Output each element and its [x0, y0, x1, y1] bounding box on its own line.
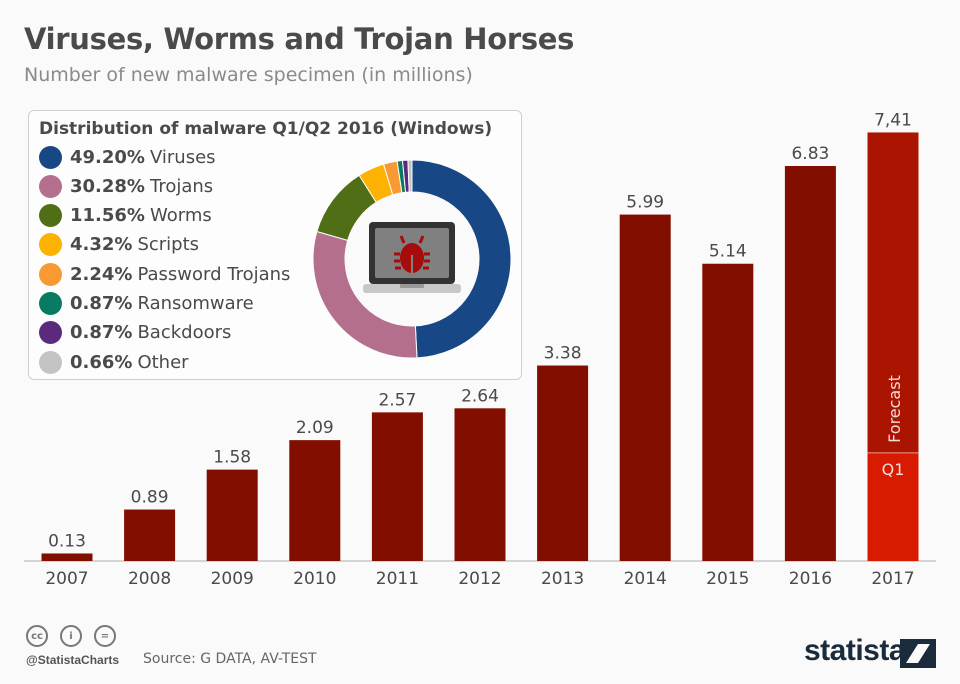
legend-pct: 49.20% [70, 146, 145, 168]
value-label-2014: 5.99 [626, 193, 664, 213]
statista-logo-mark [900, 639, 936, 668]
bar-2015 [702, 263, 754, 561]
tick-label-2015: 2015 [706, 569, 749, 589]
distribution-legend-box: Distribution of malware Q1/Q2 2016 (Wind… [28, 110, 522, 380]
tick-label-2011: 2011 [376, 569, 419, 589]
legend-pct: 11.56% [70, 205, 145, 227]
legend-pct: 4.32% [70, 234, 133, 256]
value-label-2015: 5.14 [709, 242, 747, 262]
bar-2012 [454, 408, 506, 561]
value-label-2010: 2.09 [296, 418, 334, 438]
legend-item-ransomware: 0.87% Ransomware [39, 292, 254, 316]
cc-icon: cc [26, 625, 48, 647]
legend-swatch [39, 292, 62, 315]
bar-2008 [124, 509, 176, 561]
value-label-2011: 2.57 [378, 390, 416, 410]
legend-swatch [39, 262, 62, 286]
tick-label-2010: 2010 [293, 569, 336, 589]
legend-item-password-trojans: 2.24% Password Trojans [39, 262, 290, 286]
nd-icon: = [94, 625, 116, 647]
legend-swatch [39, 204, 62, 228]
bar-2013 [537, 365, 589, 561]
legend-item-trojans: 30.28% Trojans [39, 174, 213, 198]
bar-2011 [371, 412, 423, 561]
legend-swatch [39, 350, 62, 374]
legend-item-other: 0.66% Other [39, 350, 189, 374]
chart-title: Viruses, Worms and Trojan Horses [24, 22, 575, 56]
bar-2010 [289, 440, 341, 561]
legend-item-backdoors: 0.87% Backdoors [39, 321, 231, 345]
legend-label: Scripts [137, 234, 200, 256]
legend-title: Distribution of malware Q1/Q2 2016 (Wind… [39, 119, 493, 139]
by-icon: i [60, 625, 82, 647]
statista-logo: statista [804, 634, 906, 667]
bar-2007 [41, 553, 93, 561]
tick-label-2012: 2012 [458, 569, 501, 589]
twitter-handle: @StatistaCharts [26, 653, 120, 667]
legend-pct: 0.66% [70, 351, 133, 373]
value-label-2016: 6.83 [791, 144, 829, 164]
legend-swatch [39, 174, 62, 198]
bar-chart: 0.13 2007 0.89 2008 1.58 2009 2.09 2010 2.57 2011… [24, 110, 936, 589]
chart-subtitle: Number of new malware specimen (in milli… [24, 64, 473, 86]
donut-chart [312, 159, 512, 359]
value-label-2012: 2.64 [461, 386, 499, 406]
value-label-2017: 7,41 [874, 110, 912, 130]
tick-label-2007: 2007 [45, 569, 88, 589]
legend-pct: 2.24% [70, 263, 133, 285]
legend-swatch [39, 145, 62, 169]
laptop-bug-icon [363, 222, 461, 293]
legend-pct: 0.87% [70, 322, 133, 344]
tick-label-2016: 2016 [789, 569, 832, 589]
legend-label: Backdoors [137, 322, 232, 344]
bar-2009 [206, 469, 258, 561]
bar-2016 [784, 166, 836, 561]
legend-label: Trojans [149, 175, 214, 197]
bar-2017-forecast [867, 132, 919, 453]
legend-item-scripts: 4.32% Scripts [39, 233, 199, 257]
legend-label: Worms [149, 205, 212, 227]
legend-swatch [39, 321, 62, 345]
value-label-2008: 0.89 [131, 488, 169, 508]
legend-pct: 30.28% [70, 175, 145, 197]
legend-label: Viruses [149, 146, 216, 168]
legend-item-viruses: 49.20% Viruses [39, 145, 216, 169]
legend-item-worms: 11.56% Worms [39, 204, 212, 228]
value-label-2009: 1.58 [213, 448, 251, 468]
legend-swatch [39, 233, 62, 257]
tick-label-2013: 2013 [541, 569, 584, 589]
legend-label: Ransomware [137, 293, 254, 314]
value-label-2013: 3.38 [544, 344, 582, 364]
q1-label: Q1 [882, 460, 905, 479]
tick-label-2014: 2014 [624, 569, 667, 589]
bar-2017-q1 [867, 452, 919, 561]
legend-pct: 0.87% [70, 293, 133, 314]
value-label-2007: 0.13 [48, 531, 86, 551]
forecast-label: Forecast [885, 375, 904, 443]
legend-label: Other [137, 351, 189, 373]
legend-label: Password Trojans [137, 263, 291, 285]
source-text: Source: G DATA, AV-TEST [143, 651, 317, 667]
tick-label-2009: 2009 [211, 569, 254, 589]
tick-label-2017: 2017 [871, 569, 914, 589]
bar-2014 [619, 214, 671, 562]
tick-label-2008: 2008 [128, 569, 171, 589]
